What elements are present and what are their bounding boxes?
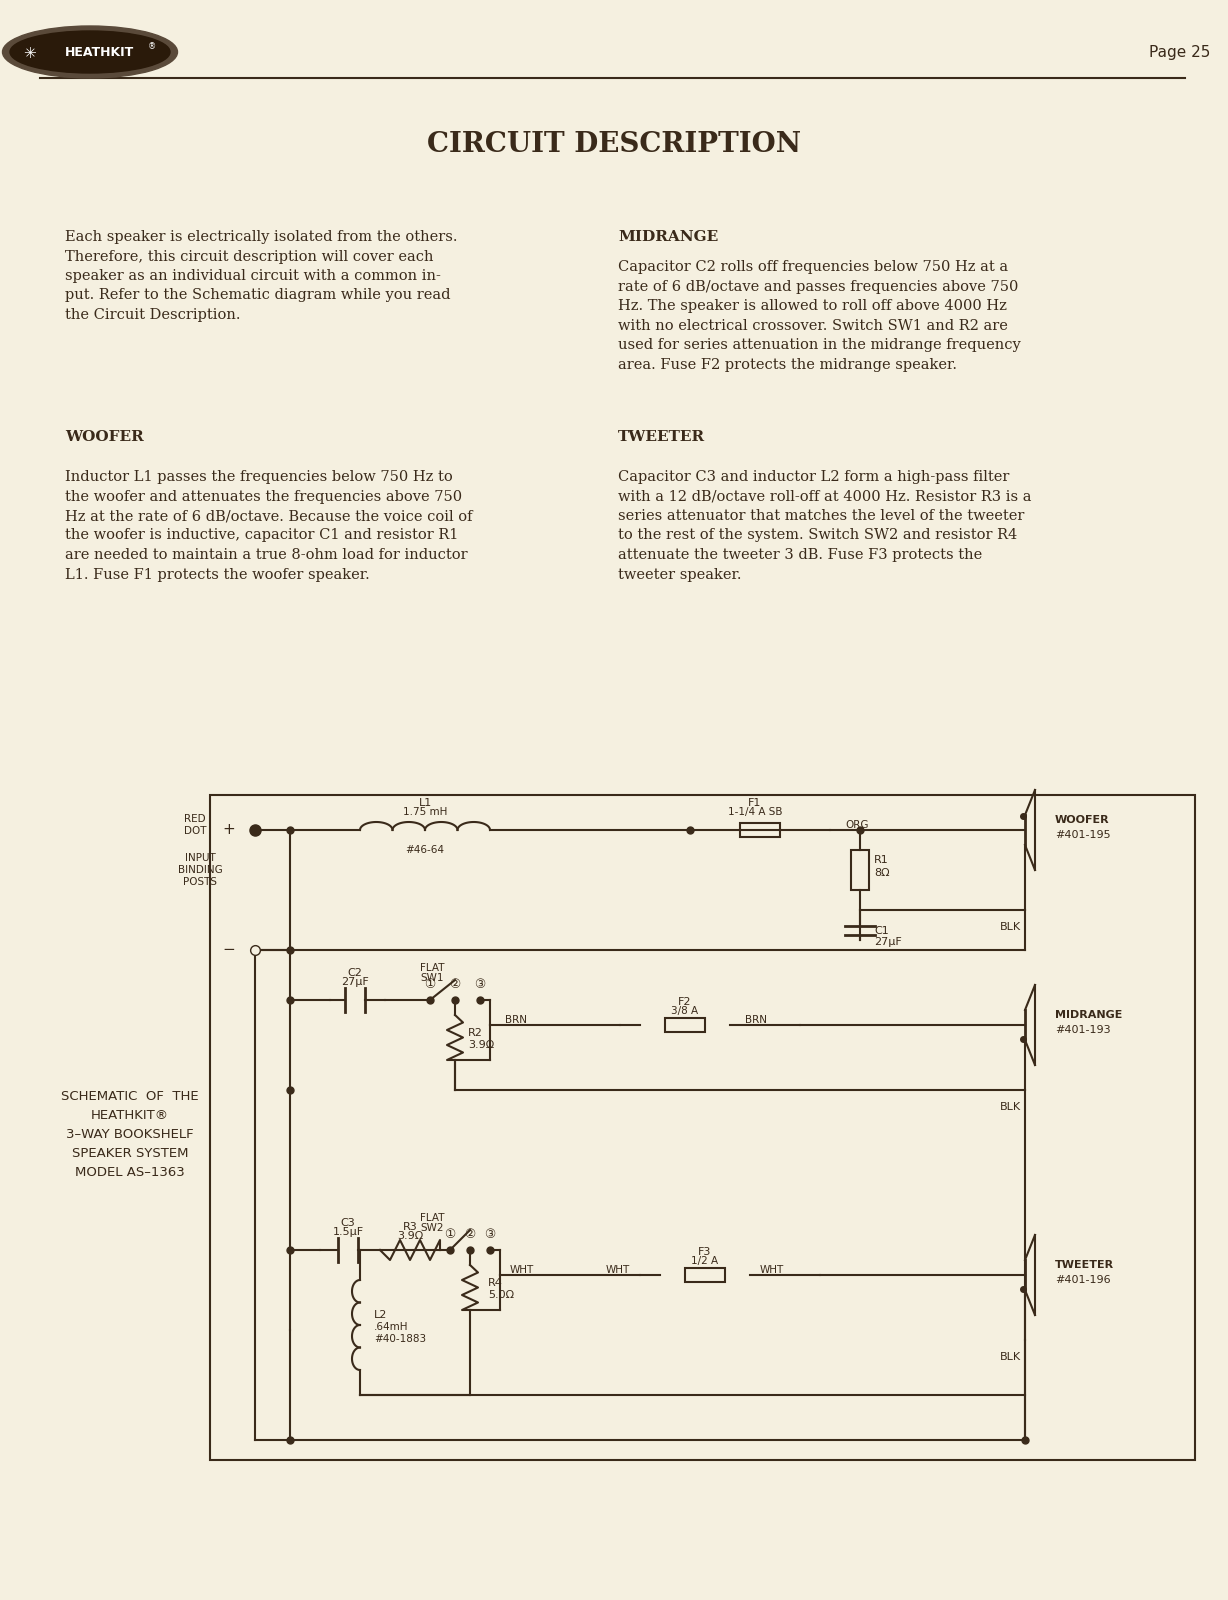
Text: L1: L1 [419, 798, 431, 808]
Text: F2: F2 [678, 997, 691, 1006]
Text: #401-195: #401-195 [1055, 830, 1110, 840]
Text: SW1: SW1 [420, 973, 443, 982]
Text: SCHEMATIC  OF  THE
HEATHKIT®
3–WAY BOOKSHELF
SPEAKER SYSTEM
MODEL AS–1363: SCHEMATIC OF THE HEATHKIT® 3–WAY BOOKSHE… [61, 1090, 199, 1179]
Text: ②: ② [449, 979, 460, 992]
Text: ORG: ORG [845, 819, 868, 830]
Text: Capacitor C3 and inductor L2 form a high-pass filter
with a 12 dB/octave roll-of: Capacitor C3 and inductor L2 form a high… [618, 470, 1032, 581]
Text: −: − [222, 942, 235, 957]
Text: 8Ω: 8Ω [874, 867, 889, 878]
Text: BRN: BRN [505, 1014, 527, 1026]
Text: 27μF: 27μF [874, 938, 901, 947]
Text: 3.9Ω: 3.9Ω [397, 1230, 424, 1242]
Text: ②: ② [464, 1229, 475, 1242]
Text: WOOFER: WOOFER [1055, 814, 1110, 826]
Text: ③: ③ [474, 979, 485, 992]
Bar [666, 1018, 705, 1032]
Ellipse shape [2, 26, 178, 78]
Bar [740, 822, 780, 837]
Text: #46-64: #46-64 [405, 845, 445, 854]
Text: RED
DOT: RED DOT [184, 814, 206, 837]
Text: Inductor L1 passes the frequencies below 750 Hz to
the woofer and attenuates the: Inductor L1 passes the frequencies below… [65, 470, 473, 581]
Text: TWEETER: TWEETER [618, 430, 705, 443]
Text: Capacitor C2 rolls off frequencies below 750 Hz at a
rate of 6 dB/octave and pas: Capacitor C2 rolls off frequencies below… [618, 259, 1020, 371]
Text: BLK: BLK [1000, 1352, 1020, 1362]
Text: C1: C1 [874, 926, 889, 936]
Bar [851, 850, 869, 890]
Text: BLK: BLK [1000, 1102, 1020, 1112]
Text: Each speaker is electrically isolated from the others.
Therefore, this circuit d: Each speaker is electrically isolated fr… [65, 230, 458, 322]
Text: BRN: BRN [745, 1014, 768, 1026]
Text: F1: F1 [748, 798, 761, 808]
Text: ①: ① [425, 979, 436, 992]
Text: #401-196: #401-196 [1055, 1275, 1110, 1285]
Text: 1.5μF: 1.5μF [333, 1227, 363, 1237]
Text: 3/8 A: 3/8 A [672, 1006, 699, 1016]
Text: C3: C3 [340, 1218, 355, 1229]
Text: #401-193: #401-193 [1055, 1026, 1110, 1035]
Text: WHT: WHT [760, 1266, 785, 1275]
Text: 1/2 A: 1/2 A [691, 1256, 718, 1266]
Text: 1-1/4 A SB: 1-1/4 A SB [728, 806, 782, 818]
Text: ①: ① [445, 1229, 456, 1242]
Text: MIDRANGE: MIDRANGE [618, 230, 718, 243]
Text: HEATHKIT: HEATHKIT [65, 46, 135, 59]
Text: ③: ③ [484, 1229, 496, 1242]
Text: CIRCUIT DESCRIPTION: CIRCUIT DESCRIPTION [427, 131, 801, 158]
Text: WHT: WHT [605, 1266, 630, 1275]
Text: FLAT: FLAT [420, 1213, 445, 1222]
Text: ✳: ✳ [23, 45, 37, 61]
Text: FLAT: FLAT [420, 963, 445, 973]
Text: F3: F3 [699, 1246, 712, 1258]
Text: R2: R2 [468, 1027, 483, 1037]
Text: R1: R1 [874, 854, 889, 866]
Text: C2: C2 [348, 968, 362, 978]
Text: 5.0Ω: 5.0Ω [488, 1291, 515, 1301]
Text: INPUT
BINDING
POSTS: INPUT BINDING POSTS [178, 853, 222, 888]
Bar [210, 795, 1195, 1459]
Text: Page 25: Page 25 [1149, 45, 1211, 59]
Text: TWEETER: TWEETER [1055, 1261, 1114, 1270]
Text: 3.9Ω: 3.9Ω [468, 1040, 494, 1051]
Text: MIDRANGE: MIDRANGE [1055, 1010, 1122, 1021]
Text: R4: R4 [488, 1277, 503, 1288]
Bar [685, 1267, 725, 1282]
Text: +: + [222, 822, 235, 837]
Text: #40-1883: #40-1883 [375, 1334, 426, 1344]
Text: 27μF: 27μF [341, 978, 368, 987]
Text: BLK: BLK [1000, 922, 1020, 931]
Text: 1.75 mH: 1.75 mH [403, 806, 447, 818]
Text: L2: L2 [375, 1310, 387, 1320]
Text: WHT: WHT [510, 1266, 534, 1275]
Text: R3: R3 [403, 1222, 418, 1232]
Text: ®: ® [147, 43, 156, 51]
Text: WOOFER: WOOFER [65, 430, 144, 443]
Ellipse shape [10, 30, 169, 74]
Text: .64mH: .64mH [375, 1322, 409, 1331]
Text: SW2: SW2 [420, 1222, 443, 1234]
